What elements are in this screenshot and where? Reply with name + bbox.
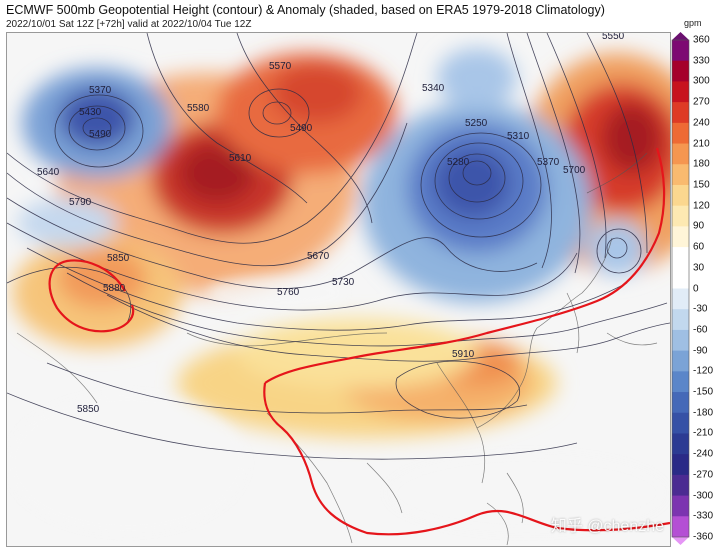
contour-label: 5910 xyxy=(452,349,475,360)
contour-label: 5250 xyxy=(465,118,488,129)
colorbar-ramp xyxy=(671,32,690,545)
contour-label: 5850 xyxy=(107,253,130,264)
colorbar-segment xyxy=(672,474,689,497)
colorbar-segment xyxy=(672,102,689,124)
colorbar-segment xyxy=(672,60,689,82)
contour-label: 5670 xyxy=(307,251,330,262)
chart-title: ECMWF 500mb Geopotential Height (contour… xyxy=(6,3,605,17)
contour-label: 5570 xyxy=(269,61,292,72)
colorbar-segment xyxy=(672,247,689,269)
contour-label: 5760 xyxy=(277,287,300,298)
colorbar-segment xyxy=(672,81,689,103)
contour-label: 5880 xyxy=(103,283,126,294)
contour-label: 5730 xyxy=(332,277,355,288)
colorbar-segment xyxy=(672,309,689,331)
colorbar-tick-label: 210 xyxy=(693,138,710,150)
colorbar-tick-label: 180 xyxy=(693,158,710,170)
colorbar-segment xyxy=(672,205,689,227)
colorbar-tick-label: 300 xyxy=(693,75,710,87)
colorbar-tick-label: -60 xyxy=(693,324,708,336)
colorbar-tick-label: -330 xyxy=(693,510,714,522)
colorbar-segment xyxy=(672,495,689,517)
colorbar-segment xyxy=(672,226,689,248)
contour-label: 5490 xyxy=(290,123,313,134)
colorbar-tick-label: 0 xyxy=(693,283,699,294)
contour-labels: 5570 5340 5490 5580 5610 5250 5310 5280 … xyxy=(37,33,625,415)
watermark: 知乎 @chenzhe xyxy=(550,518,664,535)
contour-label: 5310 xyxy=(507,131,530,142)
contour-label: 5850 xyxy=(77,404,100,415)
colorbar-segment xyxy=(672,288,689,310)
colorbar-segment xyxy=(672,350,689,372)
contour-label: 5580 xyxy=(187,103,210,114)
colorbar-segment xyxy=(672,40,689,62)
colorbar-frame xyxy=(671,39,690,538)
colorbar-segment xyxy=(672,392,689,414)
contour-label: 5280 xyxy=(447,157,470,168)
map-panel: 5570 5340 5490 5580 5610 5250 5310 5280 … xyxy=(6,32,671,547)
contour-label: 5640 xyxy=(37,167,60,178)
colorbar-segment xyxy=(672,164,689,186)
colorbar-tick-label: -210 xyxy=(693,427,714,439)
colorbar-segment xyxy=(672,329,689,352)
contour-label: 5490 xyxy=(89,129,112,140)
colorbar-tick-label: 150 xyxy=(693,179,710,191)
colorbar-segment xyxy=(672,143,689,165)
colorbar-segment xyxy=(672,454,689,476)
contour-label: 5790 xyxy=(69,197,92,208)
colorbar-tick-label: 330 xyxy=(693,55,710,67)
colorbar-tick-label: -270 xyxy=(693,469,714,481)
map-canvas: 5570 5340 5490 5580 5610 5250 5310 5280 … xyxy=(7,33,670,546)
colorbar-segment xyxy=(672,122,689,145)
colorbar-tick-label: 30 xyxy=(693,262,705,274)
colorbar-unit: gpm xyxy=(684,18,702,28)
colorbar-tick-label: 270 xyxy=(693,96,710,108)
chart-subtitle: 2022/10/01 Sat 12Z [+72h] valid at 2022/… xyxy=(6,19,252,30)
colorbar-tick-label: -180 xyxy=(693,407,714,419)
colorbar: 360 330 300 270 240 210 180 150 120 90 60 30 0 -30 -60… xyxy=(670,32,720,545)
colorbar-tick-label: 120 xyxy=(693,200,710,212)
colorbar-segment xyxy=(672,371,689,393)
colorbar-tick-label: 60 xyxy=(693,241,705,253)
colorbar-segment xyxy=(672,516,689,538)
contour-label: 5370 xyxy=(537,157,560,168)
contour-label: 5550 xyxy=(602,33,625,42)
contour-5880-red xyxy=(48,147,670,536)
contour-label: 5370 xyxy=(89,85,112,96)
contour-label: 5340 xyxy=(422,83,445,94)
colorbar-tick-label: 360 xyxy=(693,34,710,46)
contour-label: 5700 xyxy=(563,165,586,176)
colorbar-tick-label: 240 xyxy=(693,117,710,129)
colorbar-tick-label: -120 xyxy=(693,365,714,377)
colorbar-segment xyxy=(672,412,689,434)
colorbar-tick-label: -30 xyxy=(693,303,708,315)
colorbar-tick-label: -240 xyxy=(693,448,714,460)
colorbar-segment xyxy=(672,184,689,207)
colorbar-tick-label: -300 xyxy=(693,490,714,502)
colorbar-tick-label: 90 xyxy=(693,220,705,232)
colorbar-tick-label: -150 xyxy=(693,386,714,398)
colorbar-tick-label: -90 xyxy=(693,345,708,357)
contour-label: 5610 xyxy=(229,153,252,164)
colorbar-tick-label: -360 xyxy=(693,531,714,543)
colorbar-top-arrow xyxy=(672,32,689,40)
colorbar-bottom-arrow xyxy=(672,537,689,545)
colorbar-segment xyxy=(672,433,689,455)
contour-label: 5430 xyxy=(79,107,102,118)
colorbar-segment xyxy=(672,267,689,289)
